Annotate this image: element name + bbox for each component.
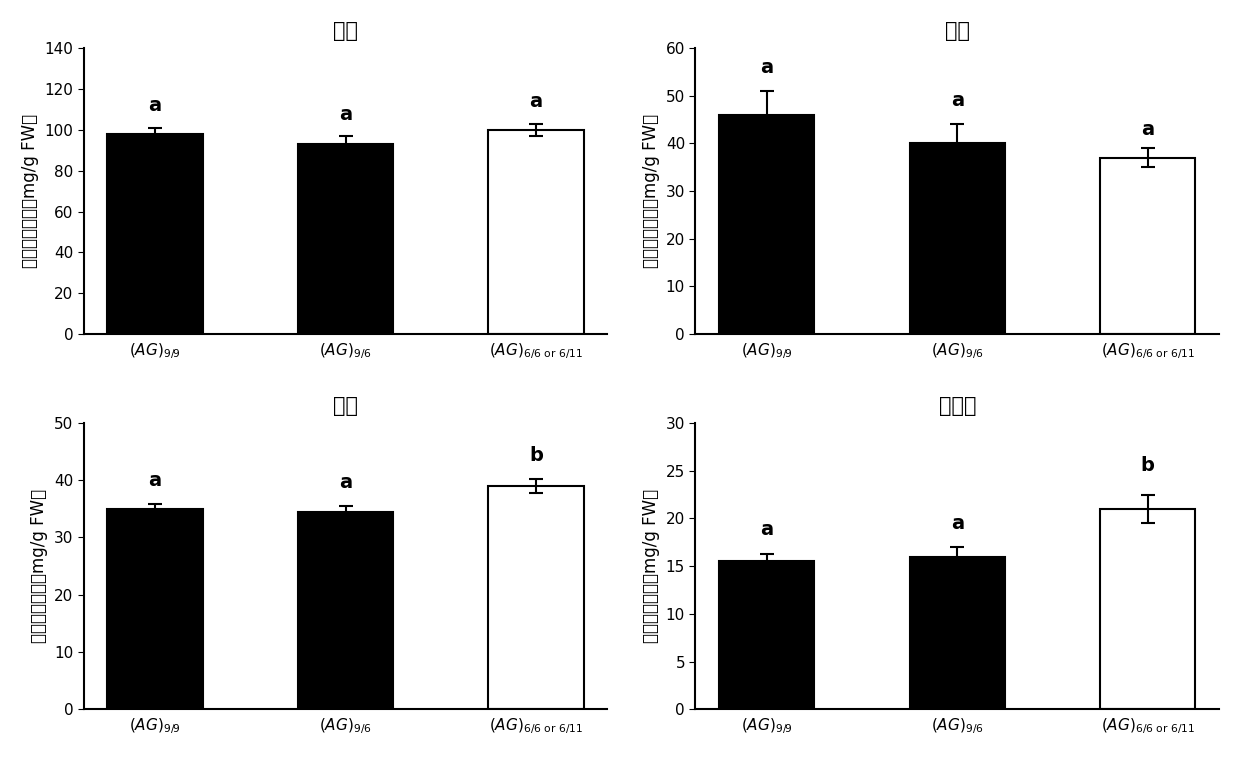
Title: 葡萄糖: 葡萄糖	[939, 396, 976, 416]
Bar	[108, 134, 202, 334]
Bar	[489, 486, 584, 709]
Text: a: a	[339, 104, 352, 123]
Title: 总糖: 总糖	[334, 21, 358, 41]
Y-axis label: 可溶性糖含量（mg/g FW）: 可溶性糖含量（mg/g FW）	[30, 489, 48, 643]
Text: a: a	[339, 472, 352, 492]
Text: a: a	[1141, 120, 1154, 139]
Bar	[719, 115, 815, 334]
Title: 果糖: 果糖	[334, 396, 358, 416]
Bar	[1100, 509, 1195, 709]
Text: a: a	[951, 91, 963, 110]
Y-axis label: 可溶性糖含量（mg/g FW）: 可溶性糖含量（mg/g FW）	[642, 489, 660, 643]
Text: b: b	[1141, 456, 1154, 475]
Text: a: a	[760, 520, 774, 540]
Bar	[910, 556, 1004, 709]
Text: a: a	[529, 92, 543, 111]
Y-axis label: 可溶性糖含量（mg/g FW）: 可溶性糖含量（mg/g FW）	[642, 114, 660, 268]
Bar	[719, 562, 815, 709]
Bar	[298, 512, 393, 709]
Bar	[1100, 157, 1195, 334]
Text: a: a	[760, 58, 774, 76]
Title: 蔗糖: 蔗糖	[945, 21, 970, 41]
Bar	[910, 143, 1004, 334]
Text: a: a	[951, 514, 963, 533]
Bar	[298, 144, 393, 334]
Text: a: a	[149, 471, 161, 490]
Y-axis label: 可溶性糖含量（mg/g FW）: 可溶性糖含量（mg/g FW）	[21, 114, 38, 268]
Text: a: a	[149, 96, 161, 115]
Bar	[108, 509, 202, 709]
Text: b: b	[529, 446, 543, 465]
Bar	[489, 129, 584, 334]
